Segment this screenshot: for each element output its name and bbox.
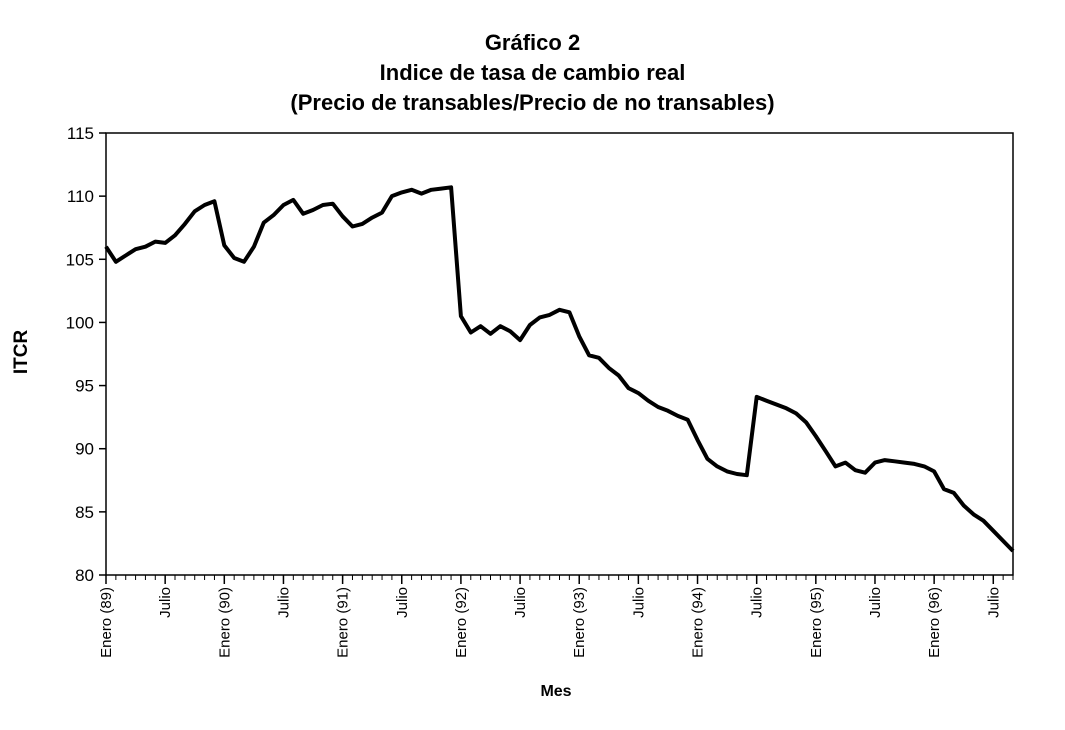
y-tick-label: 95 <box>75 377 94 396</box>
chart-subtitle-2: (Precio de transables/Precio de no trans… <box>290 90 775 115</box>
x-tick-label: Enero (92) <box>453 587 470 658</box>
x-tick-label: Enero (94) <box>690 587 707 658</box>
series-line-itcr <box>104 185 1015 553</box>
x-tick-label: Enero (95) <box>808 587 825 658</box>
x-tick-label: Julio <box>985 587 1002 618</box>
chart-title: Gráfico 2 <box>484 30 581 55</box>
x-tick-label: Julio <box>275 587 292 618</box>
y-tick-label: 100 <box>66 313 94 332</box>
x-tick-label: Julio <box>630 587 647 618</box>
chart-subtitle: Indice de tasa de cambio real <box>379 60 686 85</box>
x-tick-label: Enero (89) <box>98 587 115 658</box>
x-tick-label: Julio <box>157 587 174 618</box>
plot-frame <box>105 132 1014 576</box>
x-tick-label: Julio <box>394 587 411 618</box>
x-tick-label: Julio <box>749 587 766 618</box>
y-tick-label: 105 <box>66 250 94 269</box>
series-group <box>104 185 1015 553</box>
x-tick-label: Enero (93) <box>571 587 588 658</box>
x-axis-label: Mes <box>540 683 572 700</box>
y-tick-label: 110 <box>67 187 94 206</box>
y-tick-label: 85 <box>75 503 94 522</box>
y-axis: 80 85 90 95 100 105 110 115 <box>66 124 1014 585</box>
y-tick-label: 90 <box>75 440 94 459</box>
x-tick-label: Enero (91) <box>335 587 352 658</box>
x-tick-label: Enero (90) <box>216 587 233 658</box>
y-tick-label: 115 <box>67 124 94 143</box>
y-tick-label: 80 <box>75 566 94 585</box>
y-axis-label: ITCR <box>11 329 32 375</box>
x-tick-label: Julio <box>512 587 529 618</box>
chart-titles: Gráfico 2 Indice de tasa de cambio real … <box>0 28 1065 118</box>
x-tick-label: Enero (96) <box>926 587 943 658</box>
x-axis: Enero (89) Julio Enero (90) Julio Enero (91)… <box>98 575 1014 658</box>
x-tick-label: Julio <box>867 587 884 618</box>
